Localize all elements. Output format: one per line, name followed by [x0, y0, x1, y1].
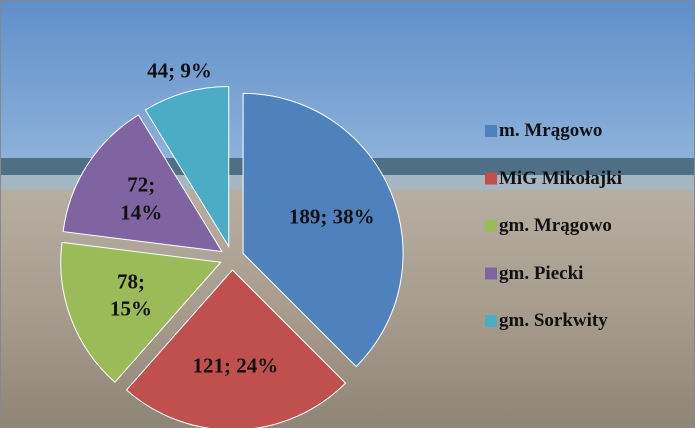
pie-slice [60, 241, 222, 383]
legend-swatch [485, 315, 497, 327]
pie-slice [144, 85, 230, 249]
data-label: 78; 15% [109, 269, 152, 322]
pie-slice [125, 269, 347, 428]
legend-label: gm. Piecki [499, 262, 584, 284]
legend-swatch [485, 220, 497, 232]
data-label: 72; 14% [120, 173, 163, 225]
data-label: 121; 24% [192, 353, 279, 378]
legend-label: m. Mrągowo [499, 120, 603, 141]
legend-label: gm. Mrągowo [499, 215, 612, 236]
legend-label: MiG Mikołajki [499, 167, 622, 189]
pie-slice [242, 92, 404, 368]
legend-swatch [485, 267, 497, 280]
legend-swatch [485, 125, 497, 137]
pie-slice [62, 114, 223, 253]
data-label: 44; 9% [147, 58, 212, 83]
data-label: 189; 38% [288, 204, 375, 229]
legend-label: gm. Sorkwity [499, 310, 608, 331]
legend-swatch [485, 172, 497, 185]
